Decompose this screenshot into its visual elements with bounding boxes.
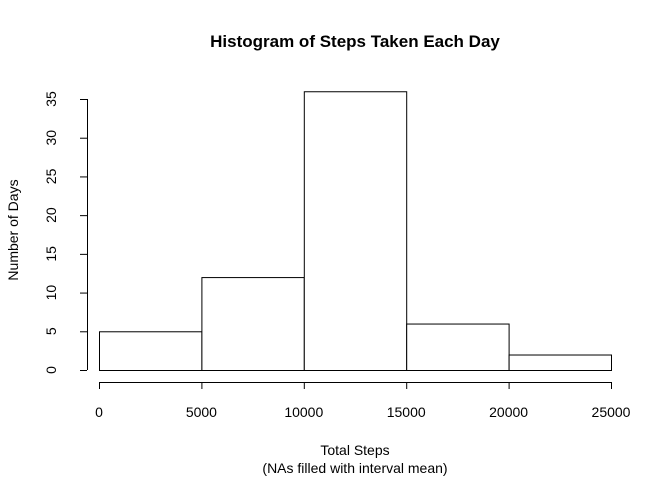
x-tick-label-2: 10000 — [284, 404, 323, 420]
histogram-bar-4 — [508, 354, 613, 371]
histogram-bar-1 — [201, 277, 305, 372]
x-axis-sublabel: (NAs filled with interval mean) — [262, 460, 447, 476]
x-tick-label-5: 25000 — [592, 404, 631, 420]
chart-title: Histogram of Steps Taken Each Day — [210, 32, 500, 51]
x-tick-label-0: 0 — [95, 404, 103, 420]
x-tick-label-3: 15000 — [387, 404, 426, 420]
y-axis-label: Number of Days — [5, 179, 21, 280]
x-axis: 0 5000 10000 15000 20000 25000 — [95, 382, 631, 420]
histogram-bar-0 — [99, 331, 203, 371]
y-tick-label-5: 25 — [43, 168, 59, 184]
y-tick-label-4: 20 — [43, 207, 59, 223]
x-tick-label-1: 5000 — [186, 404, 217, 420]
y-tick-label-6: 30 — [43, 130, 59, 146]
x-axis-label: Total Steps — [320, 442, 389, 458]
histogram-bar-2 — [303, 91, 408, 371]
bars-group — [99, 91, 613, 372]
y-tick-label-7: 35 — [43, 91, 59, 107]
x-tick-label-4: 20000 — [489, 404, 528, 420]
y-tick-label-1: 5 — [43, 327, 59, 335]
y-axis: 0 5 10 15 20 25 30 35 — [43, 91, 88, 374]
y-tick-label-3: 15 — [43, 246, 59, 262]
y-tick-label-0: 0 — [43, 366, 59, 374]
y-tick-label-2: 10 — [43, 285, 59, 301]
histogram-bar-3 — [406, 323, 510, 371]
